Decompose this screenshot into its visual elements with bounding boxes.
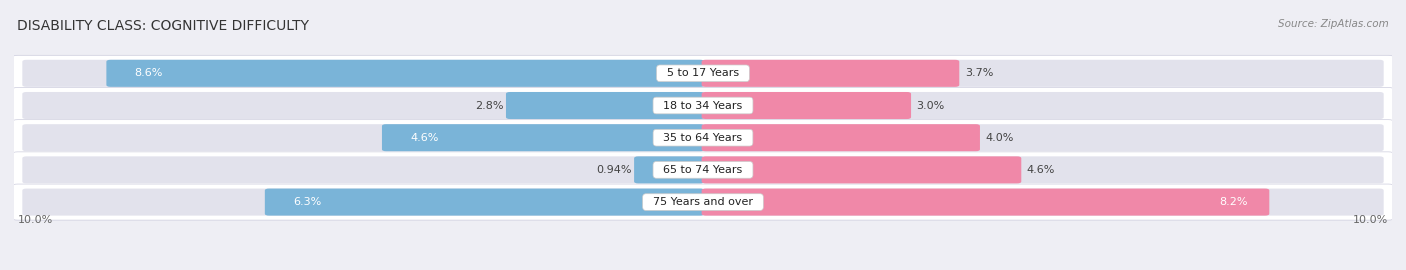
FancyBboxPatch shape <box>702 92 1384 119</box>
FancyBboxPatch shape <box>702 188 1384 216</box>
Text: 18 to 34 Years: 18 to 34 Years <box>657 100 749 110</box>
Text: 3.7%: 3.7% <box>965 68 993 78</box>
Text: 75 Years and over: 75 Years and over <box>645 197 761 207</box>
FancyBboxPatch shape <box>702 92 911 119</box>
FancyBboxPatch shape <box>702 188 1270 216</box>
FancyBboxPatch shape <box>702 156 1384 183</box>
FancyBboxPatch shape <box>13 184 1393 220</box>
FancyBboxPatch shape <box>13 120 1393 156</box>
FancyBboxPatch shape <box>702 124 1384 151</box>
Text: 8.2%: 8.2% <box>1219 197 1247 207</box>
Text: 5 to 17 Years: 5 to 17 Years <box>659 68 747 78</box>
Text: Source: ZipAtlas.com: Source: ZipAtlas.com <box>1278 19 1389 29</box>
Text: 8.6%: 8.6% <box>135 68 163 78</box>
FancyBboxPatch shape <box>382 124 704 151</box>
Text: 3.0%: 3.0% <box>917 100 945 110</box>
FancyBboxPatch shape <box>702 156 1021 183</box>
FancyBboxPatch shape <box>702 60 1384 87</box>
Text: 10.0%: 10.0% <box>1353 215 1389 225</box>
FancyBboxPatch shape <box>22 92 704 119</box>
FancyBboxPatch shape <box>22 124 704 151</box>
Text: 6.3%: 6.3% <box>292 197 322 207</box>
FancyBboxPatch shape <box>702 60 959 87</box>
FancyBboxPatch shape <box>13 152 1393 188</box>
Text: 65 to 74 Years: 65 to 74 Years <box>657 165 749 175</box>
FancyBboxPatch shape <box>702 124 980 151</box>
FancyBboxPatch shape <box>22 188 704 216</box>
FancyBboxPatch shape <box>13 55 1393 91</box>
FancyBboxPatch shape <box>506 92 704 119</box>
FancyBboxPatch shape <box>22 156 704 183</box>
Text: 4.0%: 4.0% <box>986 133 1014 143</box>
FancyBboxPatch shape <box>13 87 1393 124</box>
FancyBboxPatch shape <box>22 60 704 87</box>
FancyBboxPatch shape <box>107 60 704 87</box>
Text: 2.8%: 2.8% <box>475 100 503 110</box>
Text: DISABILITY CLASS: COGNITIVE DIFFICULTY: DISABILITY CLASS: COGNITIVE DIFFICULTY <box>17 19 309 33</box>
Text: 10.0%: 10.0% <box>17 215 53 225</box>
FancyBboxPatch shape <box>264 188 704 216</box>
Text: 4.6%: 4.6% <box>1026 165 1054 175</box>
Text: 35 to 64 Years: 35 to 64 Years <box>657 133 749 143</box>
Text: 4.6%: 4.6% <box>411 133 439 143</box>
Text: 0.94%: 0.94% <box>596 165 631 175</box>
FancyBboxPatch shape <box>634 156 704 183</box>
